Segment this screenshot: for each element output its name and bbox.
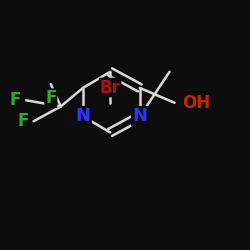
Text: N: N	[132, 107, 147, 125]
Text: F: F	[17, 112, 28, 130]
Text: F: F	[10, 91, 21, 109]
Text: F: F	[45, 89, 56, 107]
Text: OH: OH	[182, 94, 210, 112]
Text: N: N	[76, 107, 90, 125]
Text: Br: Br	[100, 78, 120, 96]
